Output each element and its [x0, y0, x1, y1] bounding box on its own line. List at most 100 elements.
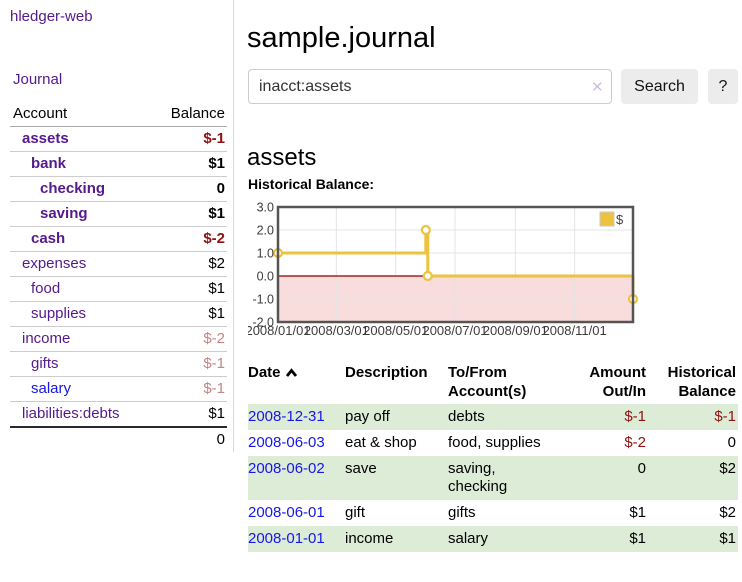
account-balance: 0	[150, 176, 227, 202]
chart-title: Historical Balance:	[248, 176, 375, 192]
account-balance: $-1	[150, 376, 227, 402]
account-balance: $1	[150, 151, 227, 177]
transaction-balance: $1	[719, 530, 736, 547]
account-balance: $2	[150, 251, 227, 277]
register-header-date[interactable]: Date	[248, 360, 345, 404]
transaction-description: gift	[345, 504, 366, 521]
transaction-accounts: saving, checking	[448, 460, 508, 495]
help-button[interactable]: ?	[708, 69, 738, 104]
register-header-description: Description	[345, 364, 428, 381]
register-header-amount: Amount Out/In	[589, 364, 646, 400]
account-row-food[interactable]: food $1	[10, 276, 227, 302]
account-link[interactable]: saving	[40, 205, 88, 222]
account-row-bank[interactable]: bank $1	[10, 151, 227, 177]
transaction-accounts: salary	[448, 530, 489, 547]
account-row-liabilities-debts[interactable]: liabilities:debts $1	[10, 401, 227, 427]
account-balance: $-2	[150, 326, 227, 352]
sidebar-divider	[233, 0, 234, 452]
account-link[interactable]: gifts	[31, 355, 59, 372]
transaction-description: pay off	[345, 408, 390, 425]
clear-search-icon[interactable]: ✕	[591, 79, 604, 96]
account-balance: $1	[150, 276, 227, 302]
svg-text:2008/01/01: 2008/01/01	[248, 323, 311, 338]
account-balance: $1	[150, 301, 227, 327]
accounts-header-balance: Balance	[150, 102, 227, 127]
register-row[interactable]: 2008-06-03 eat & shop food, supplies $-2…	[248, 430, 738, 456]
account-row-cash[interactable]: cash $-2	[10, 226, 227, 252]
accounts-balance-table: Account Balance assets $-1 bank $1 check…	[10, 102, 227, 452]
transaction-balance: $-1	[714, 408, 736, 425]
accounts-total-row: 0	[10, 426, 227, 452]
account-link[interactable]: assets	[22, 130, 69, 147]
transaction-date-link[interactable]: 2008-01-01	[248, 530, 325, 547]
account-link[interactable]: cash	[31, 230, 66, 247]
transaction-date-link[interactable]: 2008-06-01	[248, 504, 325, 521]
search-button[interactable]: Search	[621, 69, 698, 104]
app-title-hledger-web[interactable]: hledger-web	[10, 8, 93, 25]
register-header-accounts: To/From Account(s)	[448, 364, 527, 400]
svg-text:2.0: 2.0	[257, 224, 274, 238]
svg-text:2008/09/01: 2008/09/01	[483, 323, 548, 338]
account-row-supplies[interactable]: supplies $1	[10, 301, 227, 327]
register-row[interactable]: 2008-01-01 income salary $1 $1	[248, 526, 738, 552]
account-link[interactable]: checking	[40, 180, 106, 197]
account-balance: $-2	[150, 226, 227, 252]
transaction-amount: $-2	[624, 434, 646, 451]
account-row-gifts[interactable]: gifts $-1	[10, 351, 227, 377]
transaction-amount: $1	[629, 504, 646, 521]
search-input[interactable]	[248, 69, 612, 104]
page-title: sample.journal	[247, 22, 436, 55]
account-link[interactable]: income	[22, 330, 71, 347]
account-balance: $-1	[150, 351, 227, 377]
historical-balance-chart[interactable]: $3.0 2.0 1.0 0.0 -1.0 -2.0 2008/01/01 2008/03/0…	[245, 200, 740, 342]
transaction-date-link[interactable]: 2008-06-03	[248, 434, 325, 451]
svg-text:$: $	[616, 212, 624, 227]
account-link[interactable]: supplies	[31, 305, 87, 322]
transaction-accounts: debts	[448, 408, 485, 425]
transaction-balance: $2	[719, 460, 736, 477]
svg-text:2008/03/01: 2008/03/01	[304, 323, 369, 338]
transaction-accounts: gifts	[448, 504, 476, 521]
transaction-amount: 0	[637, 460, 646, 477]
register-row[interactable]: 2008-06-02 save saving, checking 0 $2	[248, 456, 738, 500]
sidebar-item-journal[interactable]: Journal	[13, 71, 63, 88]
transaction-balance: $2	[719, 504, 736, 521]
transaction-accounts: food, supplies	[448, 434, 541, 451]
svg-text:3.0: 3.0	[257, 201, 274, 215]
transaction-description: save	[345, 460, 377, 477]
account-link[interactable]: liabilities:debts	[22, 405, 120, 422]
svg-text:2008/07/01: 2008/07/01	[422, 323, 487, 338]
svg-text:1.0: 1.0	[257, 247, 274, 261]
account-row-salary[interactable]: salary $-1	[10, 376, 227, 402]
transaction-date-link[interactable]: 2008-12-31	[248, 408, 325, 425]
account-balance: $1	[150, 401, 227, 427]
register-header-balance: Historical Balance	[667, 364, 736, 400]
account-link[interactable]: bank	[31, 155, 67, 172]
svg-text:2008/05/01: 2008/05/01	[363, 323, 428, 338]
transaction-date-link[interactable]: 2008-06-02	[248, 460, 325, 477]
account-link[interactable]: expenses	[22, 255, 87, 272]
date-header-label: Date	[248, 364, 281, 381]
register-row[interactable]: 2008-12-31 pay off debts $-1 $-1	[248, 404, 738, 430]
register-row[interactable]: 2008-06-01 gift gifts $1 $2	[248, 500, 738, 526]
account-balance: $-1	[150, 126, 227, 152]
transaction-description: eat & shop	[345, 434, 417, 451]
account-row-checking[interactable]: checking 0	[10, 176, 227, 202]
account-row-assets[interactable]: assets $-1	[10, 126, 227, 152]
transaction-balance: 0	[727, 434, 736, 451]
account-link[interactable]: food	[31, 280, 61, 297]
account-row-expenses[interactable]: expenses $2	[10, 251, 227, 277]
register-table: Date Description To/From Account(s) Amou…	[248, 360, 738, 552]
svg-text:-1.0: -1.0	[252, 293, 274, 307]
account-link[interactable]: salary	[31, 380, 72, 397]
account-row-income[interactable]: income $-2	[10, 326, 227, 352]
account-balance: $1	[150, 201, 227, 227]
transaction-description: income	[345, 530, 394, 547]
account-row-saving[interactable]: saving $1	[10, 201, 227, 227]
accounts-total-balance: 0	[150, 426, 227, 452]
svg-text:-2.0: -2.0	[252, 316, 274, 330]
transaction-amount: $1	[629, 530, 646, 547]
sort-ascending-icon	[285, 364, 298, 383]
accounts-header-account: Account	[10, 102, 151, 127]
svg-text:2008/11/01: 2008/11/01	[543, 323, 607, 338]
